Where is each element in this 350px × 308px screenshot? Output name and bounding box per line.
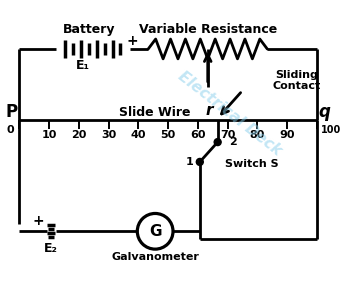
Text: +: + [127, 34, 138, 48]
Text: E₂: E₂ [44, 242, 58, 255]
Text: 20: 20 [71, 130, 86, 140]
Text: 10: 10 [41, 130, 57, 140]
Text: Electrical Deck: Electrical Deck [175, 68, 284, 158]
Text: E₁: E₁ [76, 59, 90, 72]
Text: 90: 90 [279, 130, 295, 140]
Text: 50: 50 [160, 130, 176, 140]
Text: +: + [32, 214, 44, 229]
Text: 70: 70 [220, 130, 235, 140]
Text: r: r [206, 103, 214, 118]
Circle shape [196, 158, 203, 165]
Text: 60: 60 [190, 130, 205, 140]
Text: Sliding
Contact: Sliding Contact [273, 70, 321, 91]
Text: Battery: Battery [62, 22, 115, 36]
Text: Galvanometer: Galvanometer [111, 252, 199, 262]
Text: 80: 80 [250, 130, 265, 140]
Text: Variable Resistance: Variable Resistance [139, 22, 277, 36]
Text: 40: 40 [131, 130, 146, 140]
Text: q: q [319, 103, 331, 121]
Text: 30: 30 [101, 130, 116, 140]
Circle shape [214, 139, 221, 146]
Text: 100: 100 [321, 125, 341, 135]
Text: Slide Wire: Slide Wire [119, 106, 191, 119]
Text: Switch S: Switch S [225, 159, 278, 169]
Text: 1: 1 [186, 157, 194, 167]
Text: 2: 2 [230, 137, 237, 147]
Text: P: P [5, 103, 17, 121]
Text: 0: 0 [7, 125, 14, 135]
Text: G: G [149, 224, 161, 239]
